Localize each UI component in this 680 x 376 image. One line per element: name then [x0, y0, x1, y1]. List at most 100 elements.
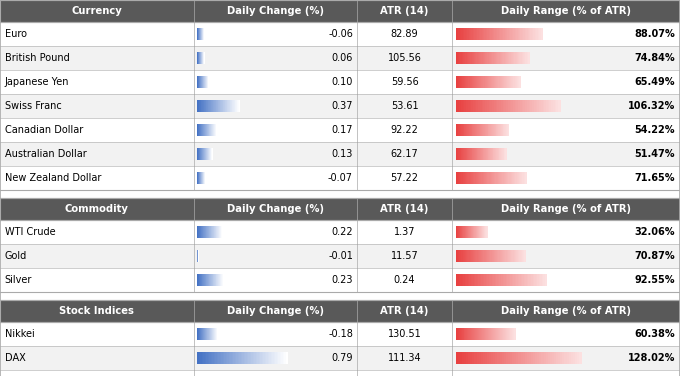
Bar: [513, 250, 515, 262]
Bar: [216, 124, 218, 136]
Bar: [214, 328, 215, 340]
Bar: [527, 352, 530, 364]
Bar: [222, 274, 223, 286]
Text: 1.37: 1.37: [394, 227, 415, 237]
Bar: [497, 52, 499, 64]
Bar: [203, 148, 204, 160]
Bar: [199, 328, 201, 340]
Bar: [500, 100, 503, 112]
Bar: [222, 100, 224, 112]
Bar: [544, 100, 547, 112]
Bar: [477, 226, 478, 238]
Bar: [222, 100, 223, 112]
Bar: [513, 76, 515, 88]
Bar: [198, 28, 199, 40]
Bar: [208, 124, 209, 136]
Bar: [496, 274, 498, 286]
Bar: [201, 124, 202, 136]
Bar: [198, 76, 199, 88]
Bar: [215, 124, 216, 136]
Bar: [517, 28, 520, 40]
Bar: [475, 172, 477, 184]
Bar: [490, 148, 491, 160]
Bar: [456, 328, 457, 340]
Bar: [465, 76, 467, 88]
Bar: [200, 76, 201, 88]
Bar: [205, 274, 206, 286]
Text: 70.87%: 70.87%: [634, 251, 675, 261]
Bar: [555, 100, 557, 112]
Bar: [198, 250, 199, 262]
Bar: [506, 172, 508, 184]
Bar: [210, 274, 211, 286]
Bar: [201, 76, 203, 88]
Bar: [486, 148, 488, 160]
Bar: [202, 172, 203, 184]
Bar: [456, 226, 457, 238]
Bar: [490, 100, 493, 112]
Bar: [221, 226, 222, 238]
Bar: [203, 28, 204, 40]
Bar: [239, 100, 240, 112]
Bar: [0, 22, 680, 46]
Bar: [549, 100, 552, 112]
Bar: [462, 328, 463, 340]
Bar: [456, 250, 458, 262]
Bar: [510, 352, 513, 364]
Bar: [250, 352, 252, 364]
Bar: [458, 100, 460, 112]
Bar: [201, 52, 202, 64]
Bar: [478, 274, 481, 286]
Bar: [209, 328, 210, 340]
Bar: [466, 100, 469, 112]
Bar: [524, 250, 526, 262]
Bar: [198, 250, 199, 262]
Bar: [200, 172, 201, 184]
Bar: [495, 274, 497, 286]
Bar: [462, 250, 464, 262]
Bar: [206, 124, 207, 136]
Bar: [199, 148, 200, 160]
Bar: [197, 250, 198, 262]
Bar: [220, 100, 222, 112]
Text: 0.10: 0.10: [332, 77, 353, 87]
Bar: [200, 28, 201, 40]
Bar: [481, 328, 483, 340]
Bar: [203, 172, 204, 184]
Bar: [201, 28, 202, 40]
Bar: [469, 250, 470, 262]
Bar: [467, 250, 469, 262]
Bar: [253, 352, 255, 364]
Bar: [210, 100, 211, 112]
Bar: [464, 328, 465, 340]
Bar: [500, 28, 503, 40]
Bar: [510, 328, 511, 340]
Bar: [488, 124, 489, 136]
Bar: [479, 226, 480, 238]
Bar: [208, 76, 209, 88]
Bar: [209, 124, 211, 136]
Bar: [213, 328, 214, 340]
Bar: [577, 352, 580, 364]
Bar: [197, 124, 199, 136]
Bar: [488, 172, 490, 184]
Bar: [206, 76, 207, 88]
Bar: [199, 28, 200, 40]
Text: Daily Range (% of ATR): Daily Range (% of ATR): [501, 204, 631, 214]
Bar: [460, 226, 462, 238]
Bar: [466, 226, 467, 238]
Bar: [491, 328, 493, 340]
Bar: [479, 76, 481, 88]
Bar: [483, 148, 484, 160]
Bar: [514, 172, 516, 184]
Bar: [200, 124, 201, 136]
Bar: [210, 124, 211, 136]
Bar: [218, 274, 219, 286]
Bar: [197, 250, 198, 262]
Bar: [497, 28, 500, 40]
Bar: [467, 28, 469, 40]
Bar: [495, 52, 496, 64]
Bar: [524, 100, 526, 112]
Bar: [220, 352, 222, 364]
Bar: [207, 124, 208, 136]
